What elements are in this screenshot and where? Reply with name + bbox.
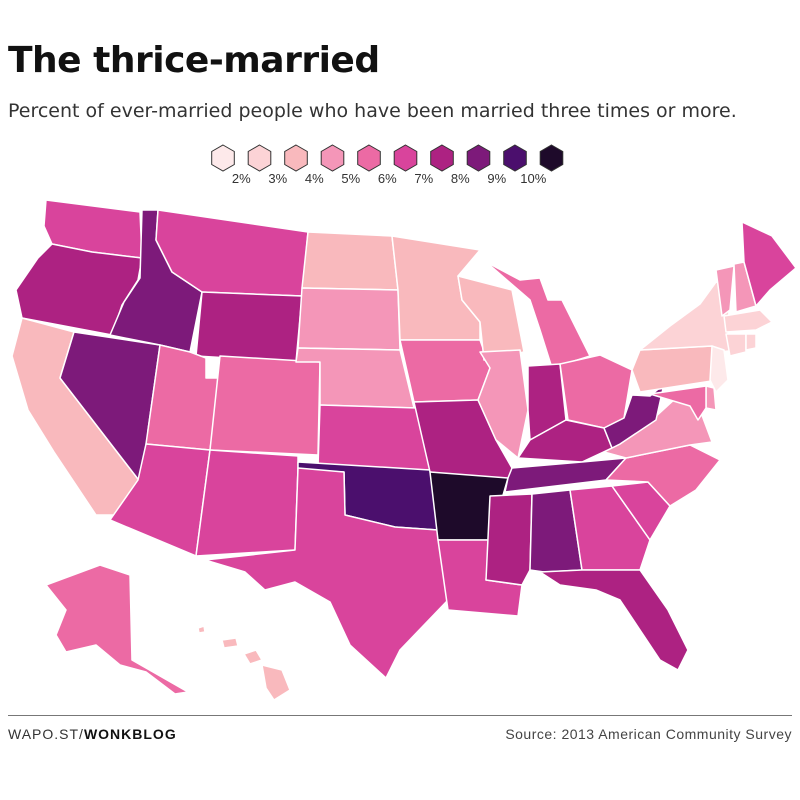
state-me: [741, 221, 797, 307]
state-wi: [457, 275, 525, 361]
state-ga: [569, 485, 651, 571]
footer-source-link[interactable]: WAPO.ST/WONKBLOG: [8, 726, 177, 742]
state-nm: [195, 449, 299, 557]
us-choropleth-map: [11, 199, 797, 701]
legend-swatch: [539, 144, 564, 172]
source-brand: WONKBLOG: [83, 726, 177, 742]
state-ut: [145, 344, 221, 451]
state-nj: [709, 345, 729, 393]
legend-label: 3%: [268, 171, 288, 186]
state-mi: [485, 261, 591, 369]
state-ia: [399, 339, 491, 403]
state-de: [705, 385, 717, 411]
legend-swatch: [247, 144, 272, 172]
state-nd: [301, 231, 399, 291]
legend-swatch: [466, 144, 491, 172]
state-tx: [204, 467, 449, 679]
state-vt: [715, 265, 735, 317]
legend-label: 8%: [450, 171, 470, 186]
source-prefix: WAPO.ST/: [8, 726, 84, 742]
legend-swatch: [357, 144, 381, 172]
legend-label: 2%: [231, 171, 251, 186]
legend-label: 7%: [414, 171, 434, 186]
footer-credit: Source: 2013 American Community Survey: [505, 726, 792, 742]
state-ak: [45, 564, 189, 695]
state-az: [109, 443, 211, 557]
legend-label: 4%: [304, 171, 324, 186]
legend-labels: 2% 3% 4% 5% 6% 7% 8% 9% 10%: [208, 171, 588, 191]
state-ma: [723, 309, 773, 333]
legend-swatch: [393, 144, 418, 172]
legend-swatch: [211, 144, 235, 172]
legend-swatches: [211, 144, 564, 172]
state-hi: [197, 625, 291, 701]
legend-label: 5%: [341, 171, 361, 186]
state-md: [649, 385, 707, 421]
state-ks: [317, 404, 431, 471]
state-oh: [559, 354, 633, 429]
legend-swatch: [320, 144, 345, 172]
page-title: The thrice-married: [8, 40, 380, 81]
legend-label: 9%: [487, 171, 507, 186]
footer-divider: [8, 715, 792, 716]
subtitle: Percent of ever-married people who have …: [8, 100, 737, 122]
state-ms: [485, 493, 533, 586]
state-il: [477, 349, 529, 459]
state-co: [209, 355, 321, 456]
state-ri: [745, 333, 757, 351]
state-ct: [725, 333, 747, 357]
legend-label: 6%: [377, 171, 397, 186]
legend: 2% 3% 4% 5% 6% 7% 8% 9% 10%: [208, 143, 588, 191]
state-pa: [631, 345, 719, 393]
legend-swatch: [284, 144, 308, 172]
legend-label: 10%: [520, 171, 547, 186]
state-wy: [195, 291, 303, 363]
state-fl: [539, 569, 689, 671]
state-sd: [297, 287, 401, 351]
legend-swatch: [503, 144, 527, 172]
legend-swatch: [430, 144, 454, 172]
